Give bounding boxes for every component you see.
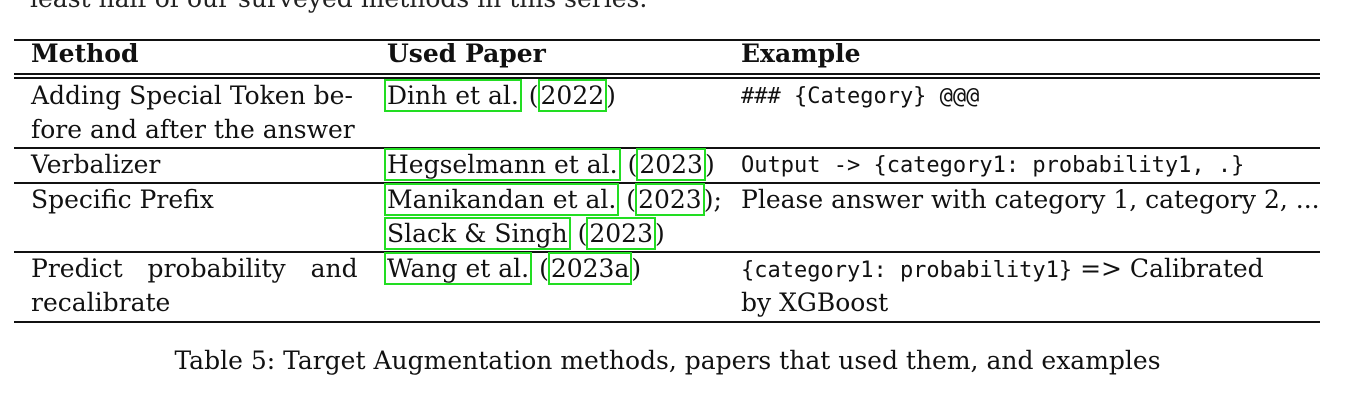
method-cell-line: Verbalizer xyxy=(31,150,161,179)
method-cell-line: Predict probability and xyxy=(31,254,358,283)
citation-author-link[interactable]: Slack & Singh xyxy=(384,217,571,250)
example-cell: {category1: probability1} => Calibrated xyxy=(741,252,1264,288)
citation-year-link[interactable]: 2023 xyxy=(586,217,656,250)
citation-author-link[interactable]: Dinh et al. xyxy=(384,79,522,112)
citation: Slack & Singh (2023) xyxy=(384,217,665,251)
header-used-paper: Used Paper xyxy=(387,39,546,68)
citation-author-link[interactable]: Wang et al. xyxy=(384,252,533,285)
citation-author-link[interactable]: Hegselmann et al. xyxy=(384,148,621,181)
example-cell: ### {Category} @@@ xyxy=(741,84,980,109)
citation-year-link[interactable]: 2022 xyxy=(537,79,608,112)
table-caption: Table 5: Target Augmentation methods, pa… xyxy=(174,346,1161,375)
citation-author-link[interactable]: Manikandan et al. xyxy=(384,183,620,216)
row-divider xyxy=(14,251,1320,253)
header-example: Example xyxy=(741,39,861,68)
header-double-rule-top xyxy=(14,73,1320,75)
method-cell-line: recalibrate xyxy=(31,288,171,317)
example-cell-line: by XGBoost xyxy=(741,288,889,317)
citation-year-link[interactable]: 2023 xyxy=(635,183,705,216)
method-cell-line: Specific Prefix xyxy=(31,185,214,214)
example-cell: Please answer with category 1, category … xyxy=(741,185,1320,214)
bottom-rule xyxy=(14,321,1320,323)
example-code: {category1: probability1} xyxy=(741,258,1073,283)
citation: Dinh et al. (2022) xyxy=(384,79,616,113)
citation-year-link[interactable]: 2023a xyxy=(547,252,633,285)
header-double-rule-bottom xyxy=(14,77,1320,79)
citation-separator: ; xyxy=(713,185,722,214)
method-cell-line: fore and after the answer xyxy=(31,115,355,144)
row-divider xyxy=(14,147,1320,149)
citation: Wang et al. (2023a) xyxy=(384,252,641,286)
method-cell-line: Adding Special Token be- xyxy=(31,79,353,113)
row-divider xyxy=(14,182,1320,184)
header-method: Method xyxy=(31,39,139,68)
citation: Manikandan et al. (2023); xyxy=(384,183,722,217)
citation-year-link[interactable]: 2023 xyxy=(636,148,706,181)
example-text: => Calibrated xyxy=(1080,254,1264,283)
citation: Hegselmann et al. (2023) xyxy=(384,148,715,182)
top-rule xyxy=(14,39,1320,41)
cut-off-paragraph: least half of our surveyed methods in th… xyxy=(30,0,647,13)
example-cell: Output -> {category1: probability1, .} xyxy=(741,153,1245,178)
method-text: Adding Special Token be- xyxy=(31,81,353,110)
